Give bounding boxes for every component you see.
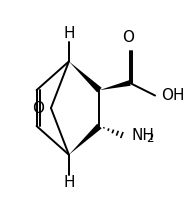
Text: H: H [63, 175, 75, 190]
Polygon shape [69, 61, 102, 93]
Text: O: O [122, 30, 134, 45]
Polygon shape [99, 80, 131, 90]
Text: H: H [63, 26, 75, 41]
Text: OH: OH [161, 88, 185, 103]
Text: NH: NH [131, 128, 154, 143]
Text: O: O [32, 101, 44, 116]
Text: 2: 2 [146, 133, 154, 145]
Polygon shape [69, 124, 102, 155]
